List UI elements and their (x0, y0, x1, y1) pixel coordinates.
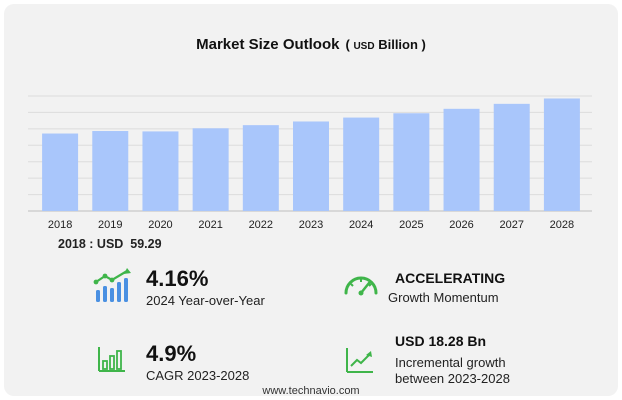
chart-title-main: Market Size Outlook (196, 36, 340, 53)
x-tick-label: 2026 (449, 219, 473, 231)
bar-2019 (92, 131, 129, 211)
bar-2018 (42, 133, 79, 211)
x-tick-label: 2027 (499, 219, 523, 231)
x-tick-label: 2020 (148, 219, 172, 231)
x-tick-label: 2022 (249, 219, 273, 231)
chart-title: Market Size Outlook ( USD Billion ) (0, 36, 622, 53)
yoy-label: 2024 Year-over-Year (146, 293, 265, 308)
cagr-label: CAGR 2023-2028 (146, 368, 250, 383)
unit-scale: Billion (378, 37, 418, 52)
bar-2022 (242, 125, 279, 211)
base-year-label: 2018 : USD 59.29 (58, 237, 162, 251)
bar-2027 (493, 103, 530, 211)
bar-2025 (393, 113, 430, 211)
x-tick-label: 2025 (399, 219, 423, 231)
chart-title-unit: ( USD Billion ) (345, 37, 426, 52)
momentum-label: Growth Momentum (388, 290, 499, 305)
x-tick-label: 2023 (299, 219, 323, 231)
x-tick-label: 2024 (349, 219, 373, 231)
bar-2023 (293, 121, 329, 211)
bar-2028 (543, 98, 580, 211)
bar-chart-icon (97, 345, 127, 378)
bar-2026 (443, 108, 480, 211)
bar-2021 (192, 128, 229, 211)
line-growth-icon (345, 346, 375, 379)
footer-source: www.technavio.com (262, 385, 360, 397)
bar-growth-icon (93, 268, 133, 309)
x-tick-label: 2019 (98, 219, 122, 231)
cagr-value: 4.9% (146, 341, 197, 366)
bar-2024 (343, 117, 380, 211)
x-tick-label: 2028 (550, 219, 574, 231)
x-tick-label: 2021 (198, 219, 222, 231)
incremental-value: USD 18.28 Bn (395, 333, 487, 349)
incremental-label-line2: between 2023-2028 (395, 371, 510, 386)
bar-chart: 2018 2019 2020 2021 2022 2023 2024 2025 2026 2027… (28, 95, 592, 231)
unit-currency: USD (353, 41, 375, 52)
x-tick-label: 2018 (48, 219, 72, 231)
momentum-value: ACCELERATING (395, 270, 506, 286)
speedometer-icon (343, 273, 379, 302)
bar-2020 (142, 131, 179, 211)
incremental-label-line1: Incremental growth (395, 355, 506, 370)
yoy-value: 4.16% (146, 266, 209, 291)
